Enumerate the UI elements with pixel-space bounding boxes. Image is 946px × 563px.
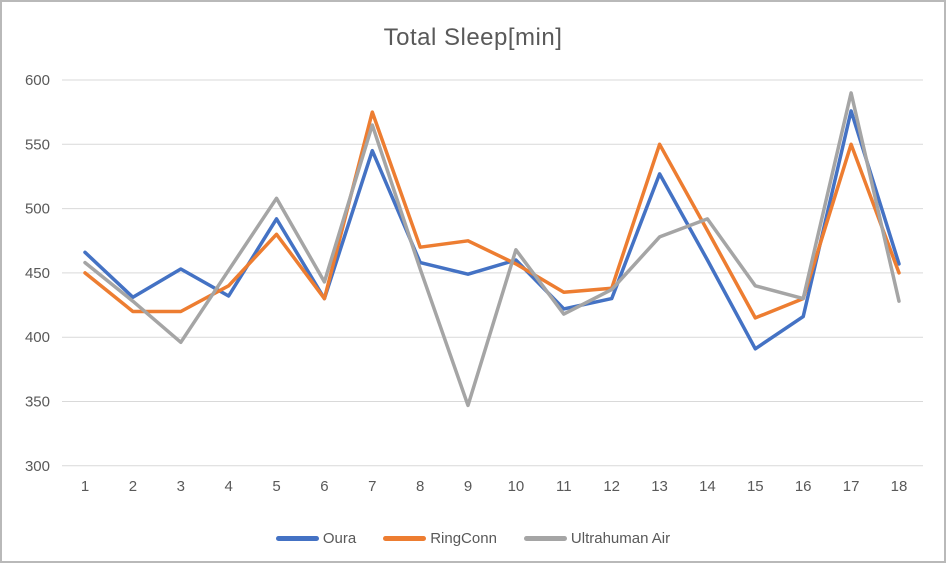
x-axis-tick-label: 9 [464,478,472,495]
y-axis-tick-label: 500 [25,201,50,218]
x-axis-tick-label: 5 [272,478,280,495]
x-axis-tick-label: 7 [368,478,376,495]
y-axis-tick-label: 600 [25,72,50,89]
x-axis-tick-label: 8 [416,478,424,495]
y-axis-tick-label: 400 [25,329,50,346]
x-axis-tick-label: 15 [747,478,764,495]
legend-line-swatch-ultrahuman-air [523,536,567,541]
legend-label-oura: Oura [322,530,357,547]
x-axis-tick-label: 18 [891,478,908,495]
series-line-oura [83,109,901,351]
x-axis-tick-label: 6 [320,478,328,495]
x-axis-tick-label: 12 [603,478,620,495]
x-axis-tick-label: 10 [508,478,525,495]
x-axis-tick-label: 13 [651,478,668,495]
x-axis-tick-label: 14 [699,478,716,495]
y-axis-tick-label: 450 [25,265,50,282]
x-axis-tick-label: 3 [177,478,185,495]
series-line-ultrahuman-air [83,91,901,408]
x-axis-tick-label: 17 [843,478,860,495]
x-axis-tick-label: 11 [556,478,572,495]
legend-item-ringconn: RingConn [383,530,497,547]
x-axis-tick-label: 1 [81,478,89,495]
legend-label-ultrahuman-air: Ultrahuman Air [570,530,671,547]
y-axis-tick-label: 550 [25,136,50,153]
y-axis-tick-label: 300 [25,458,50,475]
legend-line-swatch-oura [275,536,319,541]
chart-title: Total Sleep[min] [383,24,563,51]
series-line-ringconn [83,110,901,320]
legend-label-ringconn: RingConn [430,530,497,547]
legend-line-swatch-ringconn [383,536,427,541]
legend: Oura RingConn Ultrahuman Air [2,530,944,547]
legend-item-ultrahuman-air: Ultrahuman Air [523,530,671,547]
x-axis-tick-label: 4 [224,478,232,495]
x-axis-tick-label: 2 [129,478,137,495]
legend-item-oura: Oura [275,530,357,547]
x-axis-tick-label: 16 [795,478,812,495]
y-axis-tick-label: 350 [25,394,50,411]
